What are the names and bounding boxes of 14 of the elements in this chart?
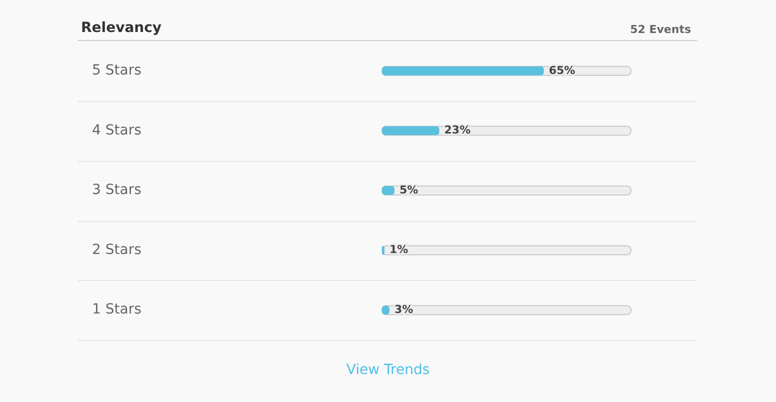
data-label: 23% <box>444 124 471 137</box>
data-label: 3% <box>394 302 414 316</box>
text: 52 Events <box>630 23 691 36</box>
data-label: 65% <box>548 64 576 77</box>
bar <box>382 126 440 136</box>
y-tick-label: 2 Stars <box>92 242 142 258</box>
data-label: 1% <box>389 243 408 256</box>
y-tick-label: 5 Stars <box>92 62 142 79</box>
y-tick-label: 3 Stars <box>92 182 142 198</box>
y-tick-label: 1 Stars <box>92 302 142 318</box>
text: Relevancy <box>81 20 162 36</box>
text: View Trends <box>345 362 431 378</box>
data-label: 5% <box>399 183 418 196</box>
y-tick-label: 4 Stars <box>92 122 142 138</box>
